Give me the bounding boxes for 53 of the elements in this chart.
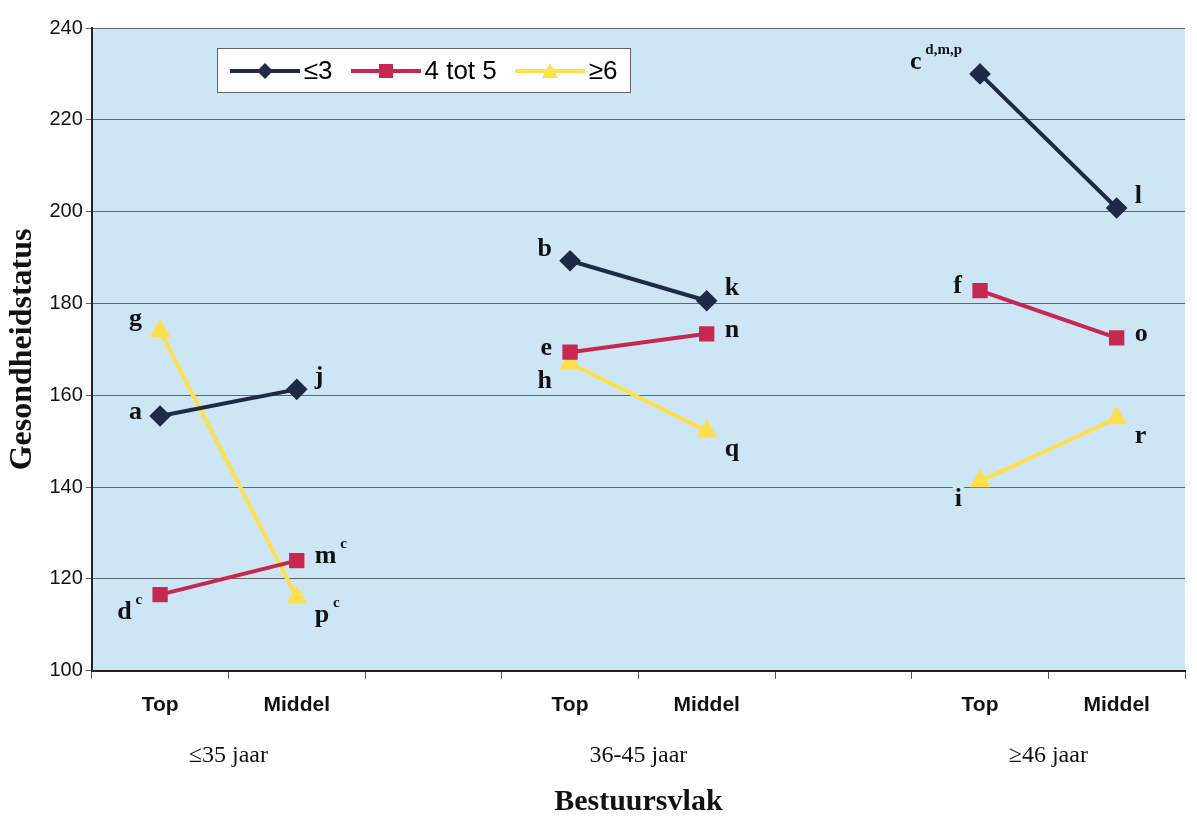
point bbox=[699, 326, 715, 342]
point bbox=[562, 344, 578, 360]
legend-label: 4 tot 5 bbox=[424, 55, 497, 86]
y-tick-label: 220 bbox=[49, 107, 83, 130]
point bbox=[289, 552, 305, 569]
point bbox=[970, 63, 991, 84]
data-label: b bbox=[537, 232, 553, 262]
point bbox=[286, 379, 307, 400]
y-tick-label: 200 bbox=[49, 199, 83, 222]
text: 36-45 jaar bbox=[589, 741, 688, 768]
text: ≥46 jaar bbox=[1008, 741, 1088, 768]
x-axis-title: Bestuursvlak bbox=[554, 782, 723, 816]
x-tick-label: Middel bbox=[263, 692, 330, 716]
y-tick-label: 160 bbox=[49, 382, 83, 405]
data-label: o bbox=[1134, 317, 1148, 347]
data-label: j bbox=[313, 361, 324, 391]
x-tick-label: Top bbox=[961, 692, 999, 716]
y-tick-label: 140 bbox=[49, 474, 83, 497]
data-label: k bbox=[724, 272, 740, 302]
legend-label: ≥6 bbox=[588, 55, 618, 86]
x-tick-label: Middel bbox=[1083, 692, 1150, 716]
legend-label: ≤3 bbox=[303, 55, 333, 86]
point bbox=[150, 405, 171, 426]
data-label: f bbox=[953, 270, 963, 300]
data-label: g bbox=[129, 302, 143, 332]
data-label: q bbox=[724, 432, 740, 462]
point bbox=[972, 282, 988, 299]
point bbox=[696, 290, 717, 311]
text: ≤35 jaar bbox=[188, 741, 268, 768]
point bbox=[697, 421, 716, 438]
data-label: a bbox=[129, 395, 143, 425]
data-label: i bbox=[954, 482, 963, 512]
data-label: l bbox=[1134, 179, 1142, 209]
point bbox=[1106, 197, 1127, 218]
x-tick-label: Top bbox=[551, 692, 589, 716]
point bbox=[287, 587, 306, 604]
x-tick-label: Middel bbox=[673, 692, 740, 716]
x-tick-label: Top bbox=[141, 692, 179, 716]
point bbox=[1107, 408, 1126, 425]
point bbox=[1109, 330, 1125, 346]
point bbox=[151, 321, 170, 338]
y-axis-title: Gesondheidstatus bbox=[2, 228, 39, 471]
point bbox=[971, 471, 989, 488]
y-tick-label: 240 bbox=[49, 15, 83, 38]
data-label: h bbox=[537, 364, 553, 394]
data-label: e bbox=[540, 331, 553, 361]
point bbox=[560, 250, 581, 271]
y-tick-label: 120 bbox=[49, 566, 83, 589]
data-label: n bbox=[724, 313, 740, 343]
data-label: r bbox=[1134, 419, 1147, 449]
y-tick-label: 180 bbox=[49, 291, 83, 313]
point bbox=[152, 586, 168, 603]
y-tick-label: 100 bbox=[49, 658, 83, 681]
